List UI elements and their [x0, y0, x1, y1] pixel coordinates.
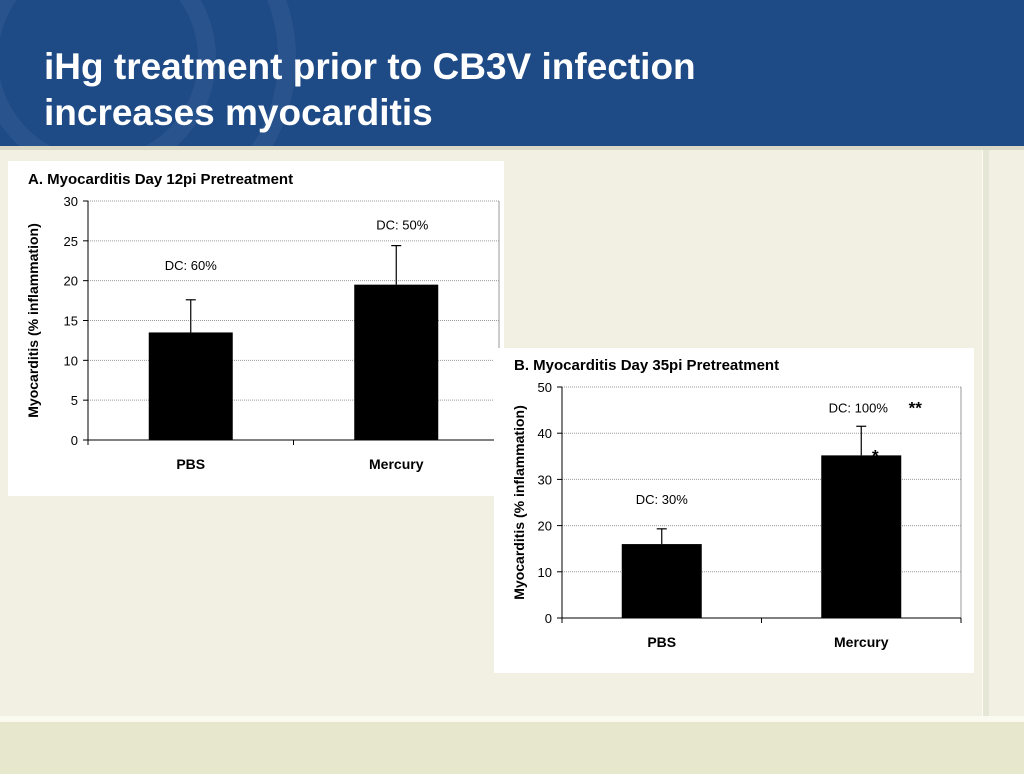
bar-mercury	[821, 455, 902, 618]
y-tick-label: 50	[538, 380, 552, 395]
y-tick-label: 5	[71, 393, 78, 408]
y-tick-label: 10	[538, 565, 552, 580]
dc-annotation: DC: 30%	[636, 492, 688, 507]
y-tick-label: 0	[71, 433, 78, 448]
slide-title-line-2: increases myocarditis	[44, 92, 433, 133]
chart-panel-b: B. Myocarditis Day 35pi Pretreatment 0 10 2…	[494, 348, 974, 673]
x-tick-label: Mercury	[834, 634, 889, 650]
chart-title: A. Myocarditis Day 12pi Pretreatment	[28, 171, 293, 188]
slide-header: iHg treatment prior to CB3V infection in…	[0, 0, 1024, 146]
significance-marker: *	[872, 446, 879, 465]
slide-title: iHg treatment prior to CB3V infection in…	[44, 44, 944, 136]
y-tick-label: 25	[64, 234, 78, 249]
dc-annotation: DC: 50%	[376, 218, 428, 233]
bar-pbs	[621, 544, 702, 618]
x-tick-label: PBS	[647, 634, 676, 650]
x-tick-label: Mercury	[369, 456, 424, 472]
y-tick-label: 0	[545, 611, 552, 626]
slide-title-line-1: iHg treatment prior to CB3V infection	[44, 46, 696, 87]
chart-a: A. Myocarditis Day 12pi Pretreatment 0 5 10…	[25, 171, 500, 472]
chart-b: B. Myocarditis Day 35pi Pretreatment 0 10 2…	[511, 357, 962, 650]
y-tick-label: 15	[64, 314, 78, 329]
y-tick-label: 20	[538, 519, 552, 534]
y-tick-label: 30	[64, 194, 78, 209]
y-axis-title: Myocarditis (% inflammation)	[511, 405, 527, 599]
y-tick-label: 30	[538, 472, 552, 487]
dc-annotation: DC: 60%	[165, 258, 217, 273]
y-axis-title: Myocarditis (% inflammation)	[25, 223, 41, 417]
bar-pbs	[148, 332, 233, 440]
y-tick-label: 40	[538, 426, 552, 441]
bar-mercury	[354, 284, 439, 440]
y-tick-label: 20	[64, 274, 78, 289]
chart-title: B. Myocarditis Day 35pi Pretreatment	[514, 357, 779, 374]
significance-marker: **	[909, 398, 923, 417]
right-edge-strip	[982, 150, 989, 716]
dc-annotation: DC: 100%	[829, 400, 889, 415]
x-tick-label: PBS	[176, 456, 205, 472]
footer-band	[0, 716, 1024, 774]
y-tick-label: 10	[64, 353, 78, 368]
chart-panel-a: A. Myocarditis Day 12pi Pretreatment 0 5 10…	[8, 161, 504, 496]
header-rule	[0, 146, 1024, 150]
